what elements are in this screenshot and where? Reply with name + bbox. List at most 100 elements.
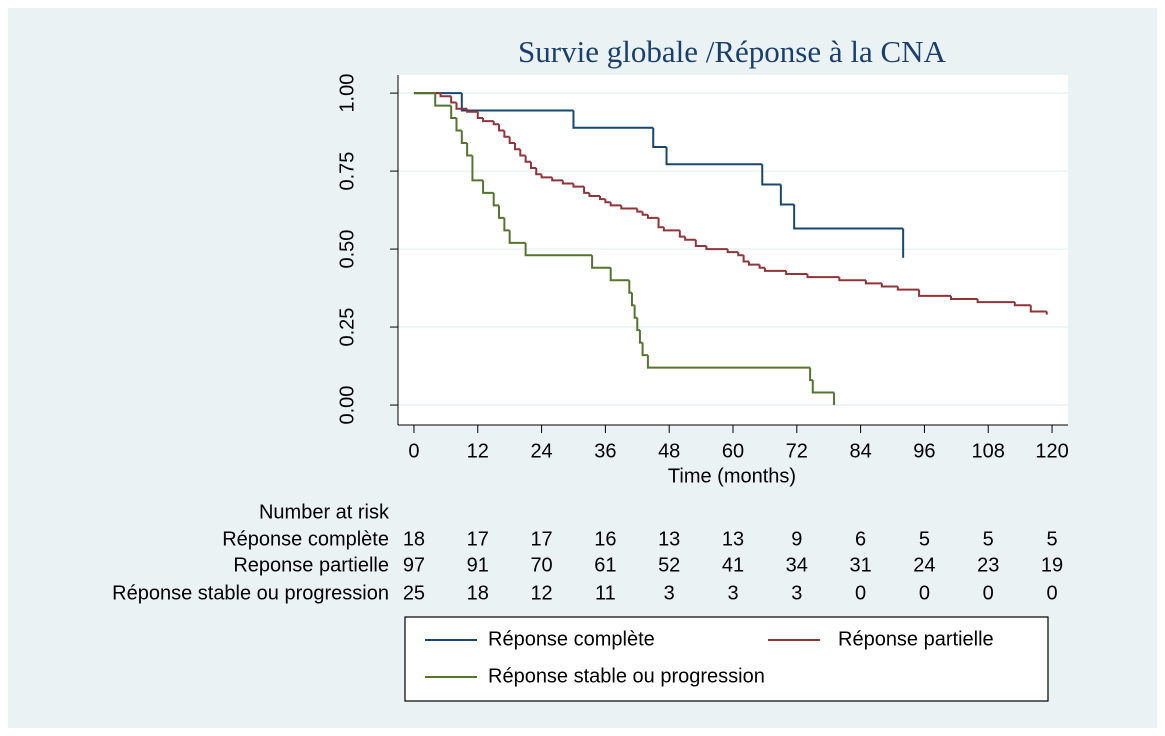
survival-step — [492, 192, 500, 207]
survival-step — [638, 330, 643, 344]
risk-value: 34 — [786, 554, 808, 576]
survival-step — [864, 280, 882, 285]
survival-step — [551, 177, 563, 182]
survival-step — [482, 180, 494, 194]
risk-value: 16 — [594, 528, 616, 550]
y-tick-label: 1.00 — [336, 74, 358, 113]
survival-step — [439, 93, 452, 98]
survival-step — [591, 255, 611, 269]
survival-step — [705, 245, 728, 251]
survival-step — [684, 236, 696, 241]
risk-value: 91 — [467, 554, 489, 576]
x-tick-label: 36 — [594, 440, 616, 462]
survival-step — [763, 267, 787, 272]
risk-value: 52 — [658, 554, 680, 576]
survival-step — [524, 242, 593, 257]
survival-step — [498, 124, 505, 132]
survival-step — [604, 199, 611, 204]
survival-step — [785, 270, 808, 276]
survival-step — [508, 136, 515, 145]
survival-step — [450, 105, 457, 120]
survival-step — [588, 192, 601, 198]
survival-step — [1029, 305, 1047, 313]
risk-value: 17 — [530, 528, 552, 550]
survival-step — [896, 286, 920, 291]
survival-step — [806, 274, 840, 279]
survival-step — [455, 102, 468, 110]
survival-step — [609, 202, 622, 207]
risk-value: 0 — [1046, 582, 1057, 604]
survival-step — [466, 143, 473, 157]
x-tick-label: 108 — [972, 440, 1005, 462]
survival-step — [758, 264, 765, 269]
survival-step — [609, 267, 630, 282]
survival-step — [641, 211, 648, 216]
y-tick-label: 0.25 — [336, 308, 358, 347]
survival-step — [761, 164, 781, 186]
risk-value: 24 — [913, 554, 935, 576]
survival-step — [636, 317, 640, 332]
survival-step — [434, 93, 452, 107]
survival-step — [513, 143, 521, 151]
x-tick-label: 12 — [467, 440, 489, 462]
survival-step — [793, 204, 904, 230]
risk-value: 3 — [664, 582, 675, 604]
legend-label: Réponse partielle — [838, 628, 994, 650]
risk-value: 0 — [983, 582, 994, 604]
risk-value: 5 — [1046, 528, 1057, 550]
survival-step — [471, 155, 484, 182]
survival-step — [811, 380, 835, 394]
survival-step — [950, 295, 978, 300]
survival-step — [657, 217, 664, 229]
survival-step — [694, 239, 707, 247]
survival-step — [460, 130, 468, 145]
risk-value: 6 — [855, 528, 866, 550]
survival-step — [726, 249, 739, 254]
survival-step — [524, 155, 531, 163]
risk-value: 31 — [849, 554, 871, 576]
risk-row-label: Réponse stable ou progression — [112, 582, 389, 604]
risk-row-label: Reponse partielle — [233, 554, 389, 576]
survival-step — [779, 184, 795, 206]
survival-step — [503, 217, 510, 232]
legend-box — [404, 616, 1049, 702]
survival-step — [662, 227, 680, 232]
survival-step — [880, 283, 898, 288]
survival-step — [678, 230, 686, 238]
survival-step — [535, 167, 542, 176]
survival-step — [529, 161, 537, 169]
survival-step — [636, 208, 643, 213]
chart-title: Survie globale /Réponse à la CNA — [518, 34, 946, 69]
risk-value: 0 — [919, 582, 930, 604]
x-tick-label: 0 — [408, 440, 419, 462]
survival-step — [652, 127, 667, 149]
survival-step — [503, 130, 510, 138]
survival-step — [737, 252, 744, 257]
risk-value: 13 — [658, 528, 680, 550]
survival-step — [665, 147, 763, 166]
legend-label: Réponse complète — [488, 628, 655, 650]
risk-value: 18 — [467, 582, 489, 604]
survival-step — [455, 118, 462, 132]
x-tick-label: 84 — [849, 440, 871, 462]
risk-table-title: Number at risk — [259, 501, 390, 523]
risk-value: 12 — [530, 582, 552, 604]
risk-value: 5 — [919, 528, 930, 550]
survival-step — [976, 298, 1015, 304]
survival-step — [540, 174, 553, 179]
survival-step — [599, 196, 606, 201]
survival-step — [508, 230, 526, 244]
survival-step — [747, 261, 760, 266]
y-tick-label: 0.50 — [336, 230, 358, 269]
risk-value: 70 — [530, 554, 552, 576]
survival-step — [646, 214, 659, 219]
survival-step — [1013, 302, 1031, 307]
x-tick-label: 72 — [786, 440, 808, 462]
legend-label: Réponse stable ou progression — [488, 665, 765, 687]
risk-value: 11 — [595, 582, 616, 604]
survival-step — [742, 255, 749, 263]
survival-step — [498, 205, 505, 219]
risk-value: 25 — [403, 582, 425, 604]
x-tick-label: 48 — [658, 440, 680, 462]
risk-value: 0 — [855, 582, 866, 604]
